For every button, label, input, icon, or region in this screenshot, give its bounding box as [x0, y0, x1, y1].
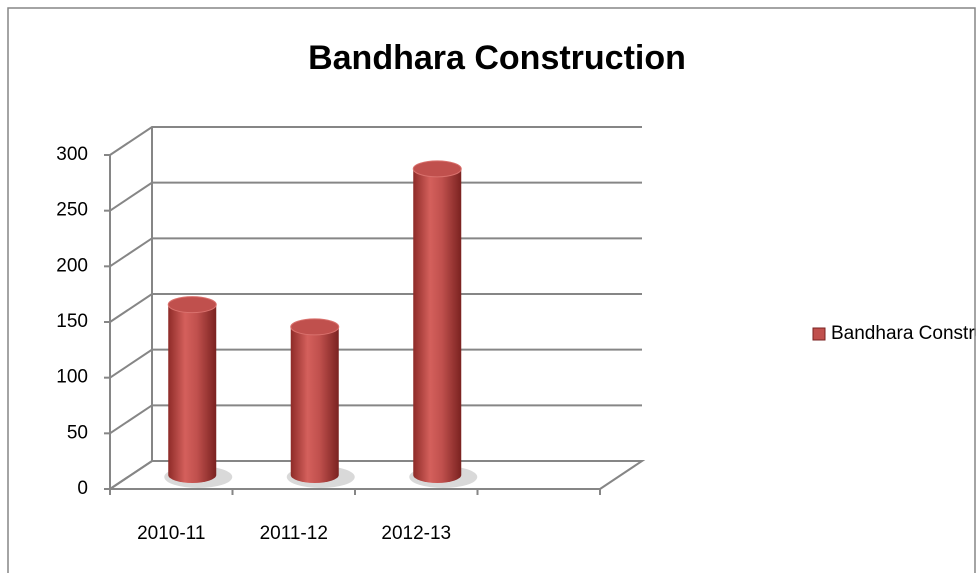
bar-top	[412, 160, 462, 178]
y-tick-label: 250	[56, 200, 88, 221]
legend-label: Bandhara Construction	[831, 323, 976, 344]
x-tick-label: 2010-11	[137, 523, 205, 544]
grid-line	[109, 237, 642, 268]
chart-title: Bandhara Construction	[308, 39, 686, 77]
bar-top	[167, 296, 217, 314]
x-tick-label: 2011-12	[260, 523, 328, 544]
x-tick-label: 2012-13	[381, 523, 451, 544]
grid-line	[109, 181, 642, 212]
grid-line	[109, 404, 642, 435]
bar-body	[168, 304, 217, 483]
grid-line	[109, 460, 642, 490]
bar-body	[290, 326, 339, 483]
y-tick-label: 200	[56, 255, 88, 276]
y-tick-label: 100	[56, 367, 88, 388]
bar-body	[413, 168, 462, 484]
y-tick-label: 50	[67, 422, 88, 443]
chart-border	[7, 7, 976, 573]
legend-swatch	[812, 327, 826, 341]
bar	[164, 296, 233, 488]
grid-line	[109, 126, 642, 156]
bar-top	[290, 318, 340, 336]
y-tick-label: 150	[56, 311, 88, 332]
bar	[286, 318, 355, 488]
y-tick-label: 300	[56, 144, 88, 165]
bar	[409, 160, 478, 488]
grid-line	[109, 348, 642, 379]
grid-line	[109, 293, 642, 323]
y-tick-label: 0	[77, 478, 88, 499]
